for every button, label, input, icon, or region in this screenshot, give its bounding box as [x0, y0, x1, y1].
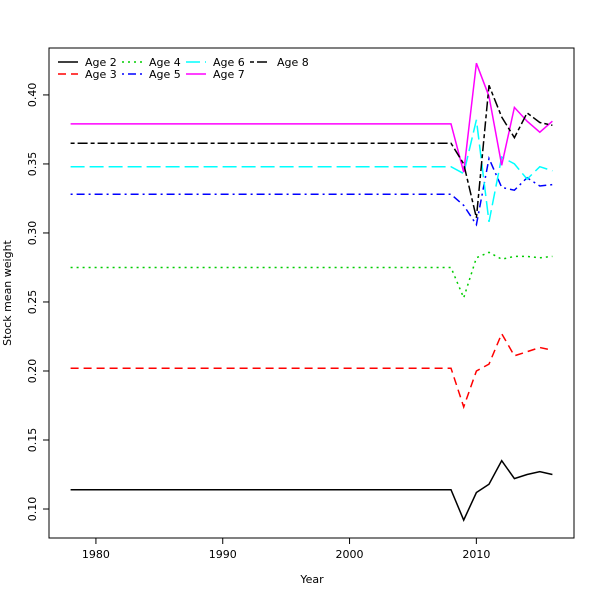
x-axis: 1980 1990 2000 2010: [82, 538, 490, 561]
legend-label-age-5: Age 5: [149, 68, 181, 81]
y-tick-label: 0.15: [26, 428, 39, 453]
legend-label-age-7: Age 7: [213, 68, 245, 81]
y-axis: 0.10 0.15 0.20 0.25 0.30 0.35 0.40: [26, 83, 49, 522]
series-line-age-2: [70, 459, 553, 522]
series-line-age-8: [70, 85, 553, 218]
series-line-age-4: [70, 251, 553, 300]
legend-label-age-3: Age 3: [85, 68, 117, 81]
x-axis-title: Year: [299, 573, 324, 586]
legend-label-age-8: Age 8: [277, 56, 309, 69]
y-tick-label: 0.25: [26, 290, 39, 315]
y-tick-label: 0.10: [26, 497, 39, 522]
x-tick-label: 2000: [336, 548, 364, 561]
y-tick-label: 0.35: [26, 152, 39, 177]
series-line-age-5: [70, 155, 553, 227]
x-tick-label: 1990: [209, 548, 237, 561]
y-axis-title: Stock mean weight: [1, 239, 14, 345]
x-tick-label: 2010: [462, 548, 490, 561]
series-line-age-6: [70, 119, 553, 223]
plot-frame: [48, 47, 575, 539]
y-tick-label: 0.20: [26, 359, 39, 384]
y-tick-label: 0.40: [26, 83, 39, 108]
plot-lines: [70, 62, 553, 522]
legend-label-age-2: Age 2: [85, 56, 117, 69]
series-line-age-3: [70, 332, 553, 410]
y-tick-label: 0.30: [26, 221, 39, 246]
series-line-age-7: [70, 62, 553, 173]
legend-label-age-4: Age 4: [149, 56, 181, 69]
legend-label-age-6: Age 6: [213, 56, 245, 69]
x-tick-label: 1980: [82, 548, 110, 561]
